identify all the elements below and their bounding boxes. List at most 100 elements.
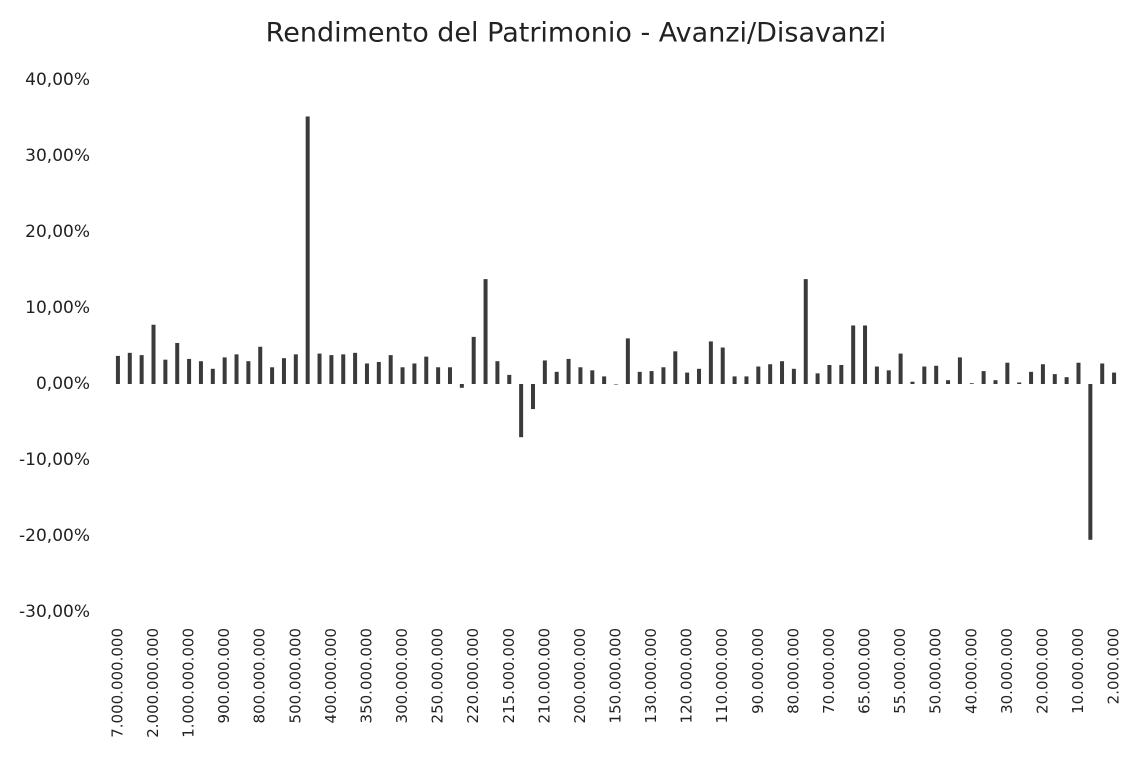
bar [1005,362,1010,384]
bar [697,368,702,384]
bar [590,370,595,384]
bar [364,363,369,384]
bar [827,365,832,384]
bar [1052,374,1057,384]
bar [957,357,962,384]
bar [115,355,120,384]
bar [578,367,583,384]
bar [863,325,868,384]
bar [388,355,393,384]
x-tick-label: 1.000.000.000 [180,628,198,738]
bar [946,380,951,384]
x-tick-label: 20.000.000 [1033,628,1051,714]
x-tick-label: 210.000.000 [535,628,553,723]
bar [934,365,939,384]
bar [851,325,856,384]
bar [1017,382,1022,384]
bar [637,371,642,384]
bar [625,338,630,384]
x-tick-label: 55.000.000 [891,628,909,714]
bar [614,384,618,385]
bar [685,372,690,384]
bar [720,347,725,384]
x-tick-label: 500.000.000 [286,628,304,723]
bar [234,354,239,384]
x-tick-label: 900.000.000 [215,628,233,723]
bar [139,355,144,384]
bar [151,324,156,384]
x-tick-label: 50.000.000 [927,628,945,714]
bar [756,366,761,384]
bar [281,358,286,384]
x-tick-label: 200.000.000 [571,628,589,723]
x-tick-label: 80.000.000 [784,628,802,714]
x-tick-label: 10.000.000 [1069,628,1087,714]
x-tick-label: 2.000.000.000 [144,628,162,738]
x-tick-label: 110.000.000 [713,628,731,723]
x-tick-label: 300.000.000 [393,628,411,723]
bar [803,279,808,384]
bar [495,361,500,384]
x-tick-label: 90.000.000 [749,628,767,714]
bar [483,279,488,384]
x-tick-label: 220.000.000 [464,628,482,723]
x-tick-label: 130.000.000 [642,628,660,723]
bar [436,367,441,384]
x-tick-label: 350.000.000 [357,628,375,723]
bar [519,384,524,438]
bar [175,342,180,384]
bar [424,356,429,384]
chart-title: Rendimento del Patrimonio - Avanzi/Disav… [266,18,887,49]
bar [898,353,903,384]
bar [602,376,607,384]
bar [922,366,927,384]
bar [839,365,844,384]
bar [1088,384,1093,540]
bar [1029,371,1034,384]
x-tick-label: 150.000.000 [607,628,625,723]
bar [815,373,820,384]
bar [791,368,796,384]
bar [1100,363,1105,384]
bar [554,371,559,384]
bar [649,371,654,384]
x-tick-label: 800.000.000 [251,628,269,723]
y-tick-label: 10,00% [25,298,90,318]
x-tick-label: 65.000.000 [856,628,874,714]
bar [317,353,322,384]
bar [270,367,275,384]
bar [187,358,192,384]
bar [412,363,417,384]
x-tick-label: 2.000.000 [1105,628,1123,704]
bar [353,352,358,384]
bar [1076,362,1081,384]
bar [708,341,713,384]
bar [732,376,737,384]
y-tick-label: -20,00% [19,526,90,546]
bar [305,116,310,384]
bar [673,351,678,384]
y-tick-label: -10,00% [19,450,90,470]
bar [400,367,405,384]
bar [1040,364,1045,384]
bar [127,352,132,384]
bar [163,359,168,384]
x-tick-label: 7.000.000.000 [108,628,126,738]
bar [1112,372,1117,384]
bar [447,367,452,384]
bar [530,384,535,410]
bar [222,357,227,384]
bar [471,336,476,384]
bar [1064,377,1069,384]
bar [874,366,879,384]
bar [246,361,251,384]
bar [210,368,215,384]
y-tick-label: 0,00% [36,374,90,394]
bar [981,371,986,384]
bar [910,381,915,384]
bar [459,384,464,388]
bar [768,364,773,384]
bar [993,380,998,384]
bar [376,361,381,384]
